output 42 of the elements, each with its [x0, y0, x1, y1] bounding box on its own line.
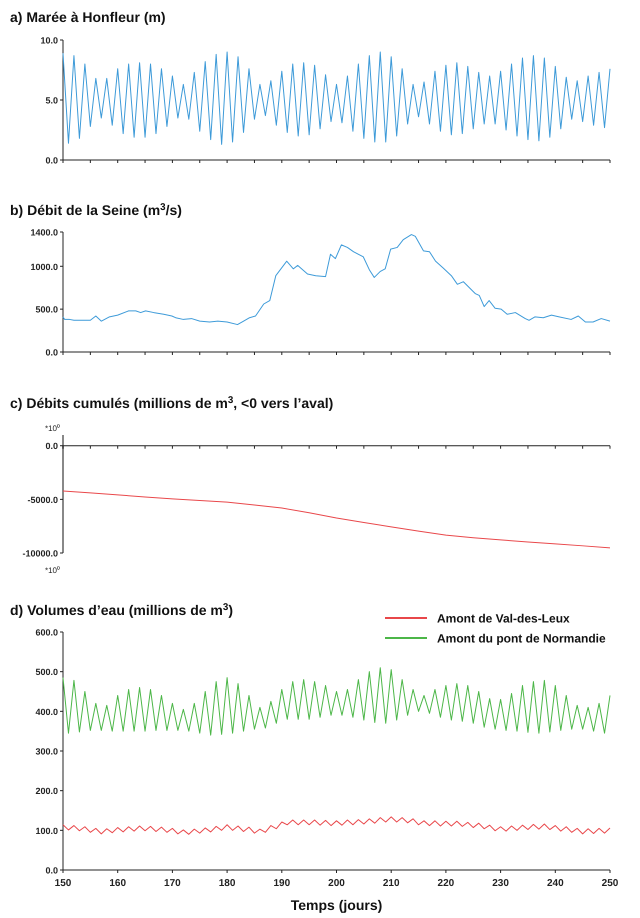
y-tick-label: 0.0 — [45, 866, 58, 876]
y-tick-label: 10.0 — [40, 36, 58, 46]
line-series — [62, 234, 610, 326]
text: *10⁰ — [44, 566, 60, 575]
y-tick-label: 1000.0 — [30, 262, 58, 272]
line-series — [62, 490, 610, 548]
y-tick-label: -5000.0 — [27, 494, 58, 505]
chart-title: b) Débit de la Seine (m$^{3}$/s) — [10, 202, 182, 218]
text: *10⁰ — [44, 424, 60, 433]
x-tick-label: 220 — [438, 878, 455, 889]
line-series — [62, 667, 610, 736]
chart-title: c) Débits cumulés (millions de m$^{3}$, <0 vers l’aval) — [10, 394, 334, 411]
x-tick-label: 150 — [54, 878, 72, 889]
x-tick-label: 170 — [164, 878, 182, 889]
y-tick-label: 400.0 — [35, 706, 58, 717]
x-tick-label: 180 — [218, 878, 236, 889]
y-tick-label: 300.0 — [35, 746, 58, 756]
chart-title: a) Marée à Honfleur (m) — [10, 9, 166, 25]
y-tick-label: 100.0 — [35, 826, 58, 836]
y-tick-label: 500.0 — [35, 667, 58, 678]
x-tick-label: 210 — [382, 878, 400, 889]
y-tick-label: 0.0 — [45, 441, 58, 452]
y-tick-label: 1400.0 — [30, 228, 58, 238]
y-tick-label: 0.0 — [45, 156, 58, 166]
legend-label: Amont de Val-des-Leux — [437, 612, 570, 626]
x-tick-label: 230 — [492, 878, 510, 889]
x-tick-label: 200 — [328, 878, 346, 889]
x-tick-label: 160 — [109, 878, 126, 889]
line-series — [62, 816, 610, 835]
y-tick-label: -10000.0 — [22, 548, 58, 558]
x-tick-label: 190 — [273, 878, 291, 889]
x-axis-title: Temps (jours) — [290, 897, 382, 913]
legend-label: Amont du pont de Normandie — [437, 632, 606, 646]
chart-title: d) Volumes d’eau (millions de m$^{3}$) — [10, 602, 234, 618]
x-tick-label: 240 — [546, 878, 564, 889]
x-tick-label: 250 — [602, 878, 619, 889]
y-tick-label: 500.0 — [35, 304, 58, 315]
line-series — [62, 52, 610, 145]
y-tick-label: 200.0 — [35, 786, 58, 796]
y-tick-label: 0.0 — [45, 348, 58, 358]
y-tick-label: 5.0 — [45, 96, 58, 106]
y-tick-label: 600.0 — [35, 628, 58, 638]
